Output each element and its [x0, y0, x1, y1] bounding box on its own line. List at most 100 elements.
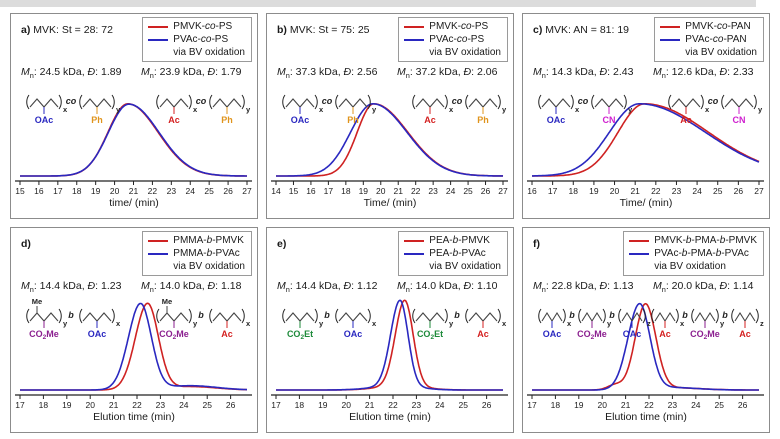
repeat-index: x — [705, 105, 710, 114]
x-tick-label: 22 — [644, 400, 654, 410]
x-axis-title: Time/ (min) — [363, 197, 417, 210]
substituent-label: OAc — [344, 329, 363, 339]
substituent-label: OAc — [291, 115, 310, 125]
repeat-index: x — [246, 319, 251, 328]
stats-row: Mn: 37.3 kDa, Đ: 2.56 Mn: 37.2 kDa, Đ: 2.… — [271, 66, 509, 80]
repeat-index: x — [680, 319, 685, 328]
panel-header: d) PMMA-b-PMVK PMMA-b-PVAc via BV oxidatio… — [15, 231, 253, 279]
linker-label: b — [722, 310, 728, 320]
legend-entry: PVAc-co-PS — [404, 33, 501, 46]
x-tick-label: 16 — [34, 186, 44, 196]
legend-line-red — [148, 25, 169, 28]
x-tick-label: 19 — [318, 400, 328, 410]
panel-title: c) MVK: AN = 81: 19 — [533, 24, 630, 36]
linker-label: b — [68, 310, 74, 320]
structure-before-oxidation: OAc x co CN y — [535, 82, 634, 133]
repeat-index: y — [116, 105, 121, 114]
linker-label: b — [682, 310, 688, 320]
x-tick-label: 27 — [498, 186, 508, 196]
x-tick-label: 19 — [589, 186, 599, 196]
stats-row: Mn: 24.5 kDa, Đ: 1.89 Mn: 23.9 kDa, Đ: 1.… — [15, 66, 253, 80]
substituent-label: CN — [733, 115, 746, 125]
legend-entry: PMVK-b-PMA-b-PMVK — [629, 234, 757, 247]
x-tick-label: 21 — [365, 400, 375, 410]
legend-label: PVAc-co-PS — [173, 34, 229, 45]
x-tick-label: 21 — [621, 400, 631, 410]
x-tick-label: 23 — [412, 400, 422, 410]
repeat-index: x — [567, 319, 572, 328]
panel-header: b) MVK: St = 75: 25 PMVK-co-PS PVAc-co-PS v… — [271, 17, 509, 65]
x-tick-label: 16 — [306, 186, 316, 196]
substituent-label: CO2Me — [690, 329, 720, 341]
x-tick-label: 17 — [271, 400, 281, 410]
structure-after-oxidation: Ac x co Ph y — [153, 82, 252, 133]
x-tick-label: 19 — [62, 400, 72, 410]
legend: PMVK-co-PS PVAc-co-PS via BV oxidation — [142, 17, 252, 62]
substituent-label: Ac — [221, 329, 233, 339]
x-tick-label: 22 — [388, 400, 398, 410]
x-tick-label: 16 — [527, 186, 537, 196]
mn-dispersity-value: Mn: 12.6 kDa, Đ: 2.33 — [653, 66, 754, 81]
x-tick-label: 19 — [574, 400, 584, 410]
page-top-strip — [0, 0, 756, 7]
legend-entry: PEA-b-PVAc — [404, 247, 501, 260]
legend-entry: PMMA-b-PMVK — [148, 234, 245, 247]
substituent-label: OAc — [547, 115, 566, 125]
legend: PMVK-co-PAN PVAc-co-PAN via BV oxidation — [654, 17, 764, 62]
repeat-index: z — [760, 319, 764, 328]
legend-entry: PVAc-b-PMA-b-PVAc — [629, 247, 757, 260]
legend-entry: PEA-b-PMVK — [404, 234, 501, 247]
x-tick-label: 24 — [179, 400, 189, 410]
linker-label: b — [609, 310, 615, 320]
plot-area: 16 17 18 19 20 21 22 23 24 25 26 27 OAc x co CN y Ac x co CN… — [527, 81, 765, 199]
panel-header: c) MVK: AN = 81: 19 PMVK-co-PAN PVAc-co-PA… — [527, 17, 765, 65]
panel-title: a) MVK: St = 28: 72 — [21, 24, 113, 36]
repeat-index: x — [63, 105, 68, 114]
x-tick-label: 18 — [295, 400, 305, 410]
x-tick-label: 26 — [223, 186, 233, 196]
x-tick-label: 17 — [324, 186, 334, 196]
x-tick-label: 23 — [428, 186, 438, 196]
repeat-index: y — [319, 319, 324, 328]
legend-label: PMVK-co-PS — [173, 21, 233, 32]
plot-area: 17 18 19 20 21 22 23 24 25 26 CO2Me Me y b OAc x CO2Me Me… — [15, 295, 253, 413]
repeat-index: x — [449, 105, 454, 114]
legend-label: PMMA-b-PMVK — [173, 235, 244, 246]
x-tick-label: 18 — [39, 400, 49, 410]
x-tick-label: 26 — [734, 186, 744, 196]
legend-line-blue — [404, 38, 425, 41]
polymer-structure: Ac xco CN y — [668, 94, 763, 125]
mn-dispersity-value: Mn: 22.8 kDa, Đ: 1.13 — [533, 280, 634, 295]
substituent-label: CN — [603, 115, 616, 125]
linker-label: b — [454, 310, 460, 320]
legend-note: via BV oxidation — [685, 47, 757, 58]
legend-line-red — [660, 25, 681, 28]
x-axis-title: Elution time (min) — [605, 411, 687, 424]
mn-dispersity-value: Mn: 23.9 kDa, Đ: 1.79 — [141, 66, 242, 81]
repeat-index: x — [116, 319, 121, 328]
linker-label: co — [66, 96, 77, 106]
repeat-index: y — [372, 105, 377, 114]
legend: PEA-b-PMVK PEA-b-PVAc via BV oxidation — [398, 231, 508, 276]
legend-line-blue — [148, 252, 169, 255]
legend-line-red — [629, 239, 650, 242]
x-tick-label: 23 — [668, 400, 678, 410]
x-tick-label: 26 — [226, 400, 236, 410]
substituent-label: CO2Me — [577, 329, 607, 341]
x-tick-label: 24 — [692, 186, 702, 196]
repeat-index: y — [449, 319, 454, 328]
x-tick-label: 24 — [446, 186, 456, 196]
gpc-trace-plot: 14 15 16 17 18 19 20 21 22 23 24 25 26 27 — [271, 103, 508, 196]
structure-after-oxidation: CO2Et y b Ac x — [409, 296, 508, 347]
repeat-index: y — [63, 319, 68, 328]
repeat-index: y — [758, 105, 763, 114]
x-tick-label: 19 — [91, 186, 101, 196]
repeat-index: y — [607, 319, 612, 328]
substituent-label: Ac — [739, 329, 751, 339]
substituent-label: Ac — [477, 329, 489, 339]
legend-label: PEA-b-PMVK — [429, 235, 490, 246]
x-tick-label: 22 — [148, 186, 158, 196]
substituent-label: Ph — [477, 115, 489, 125]
x-tick-label: 26 — [482, 400, 492, 410]
